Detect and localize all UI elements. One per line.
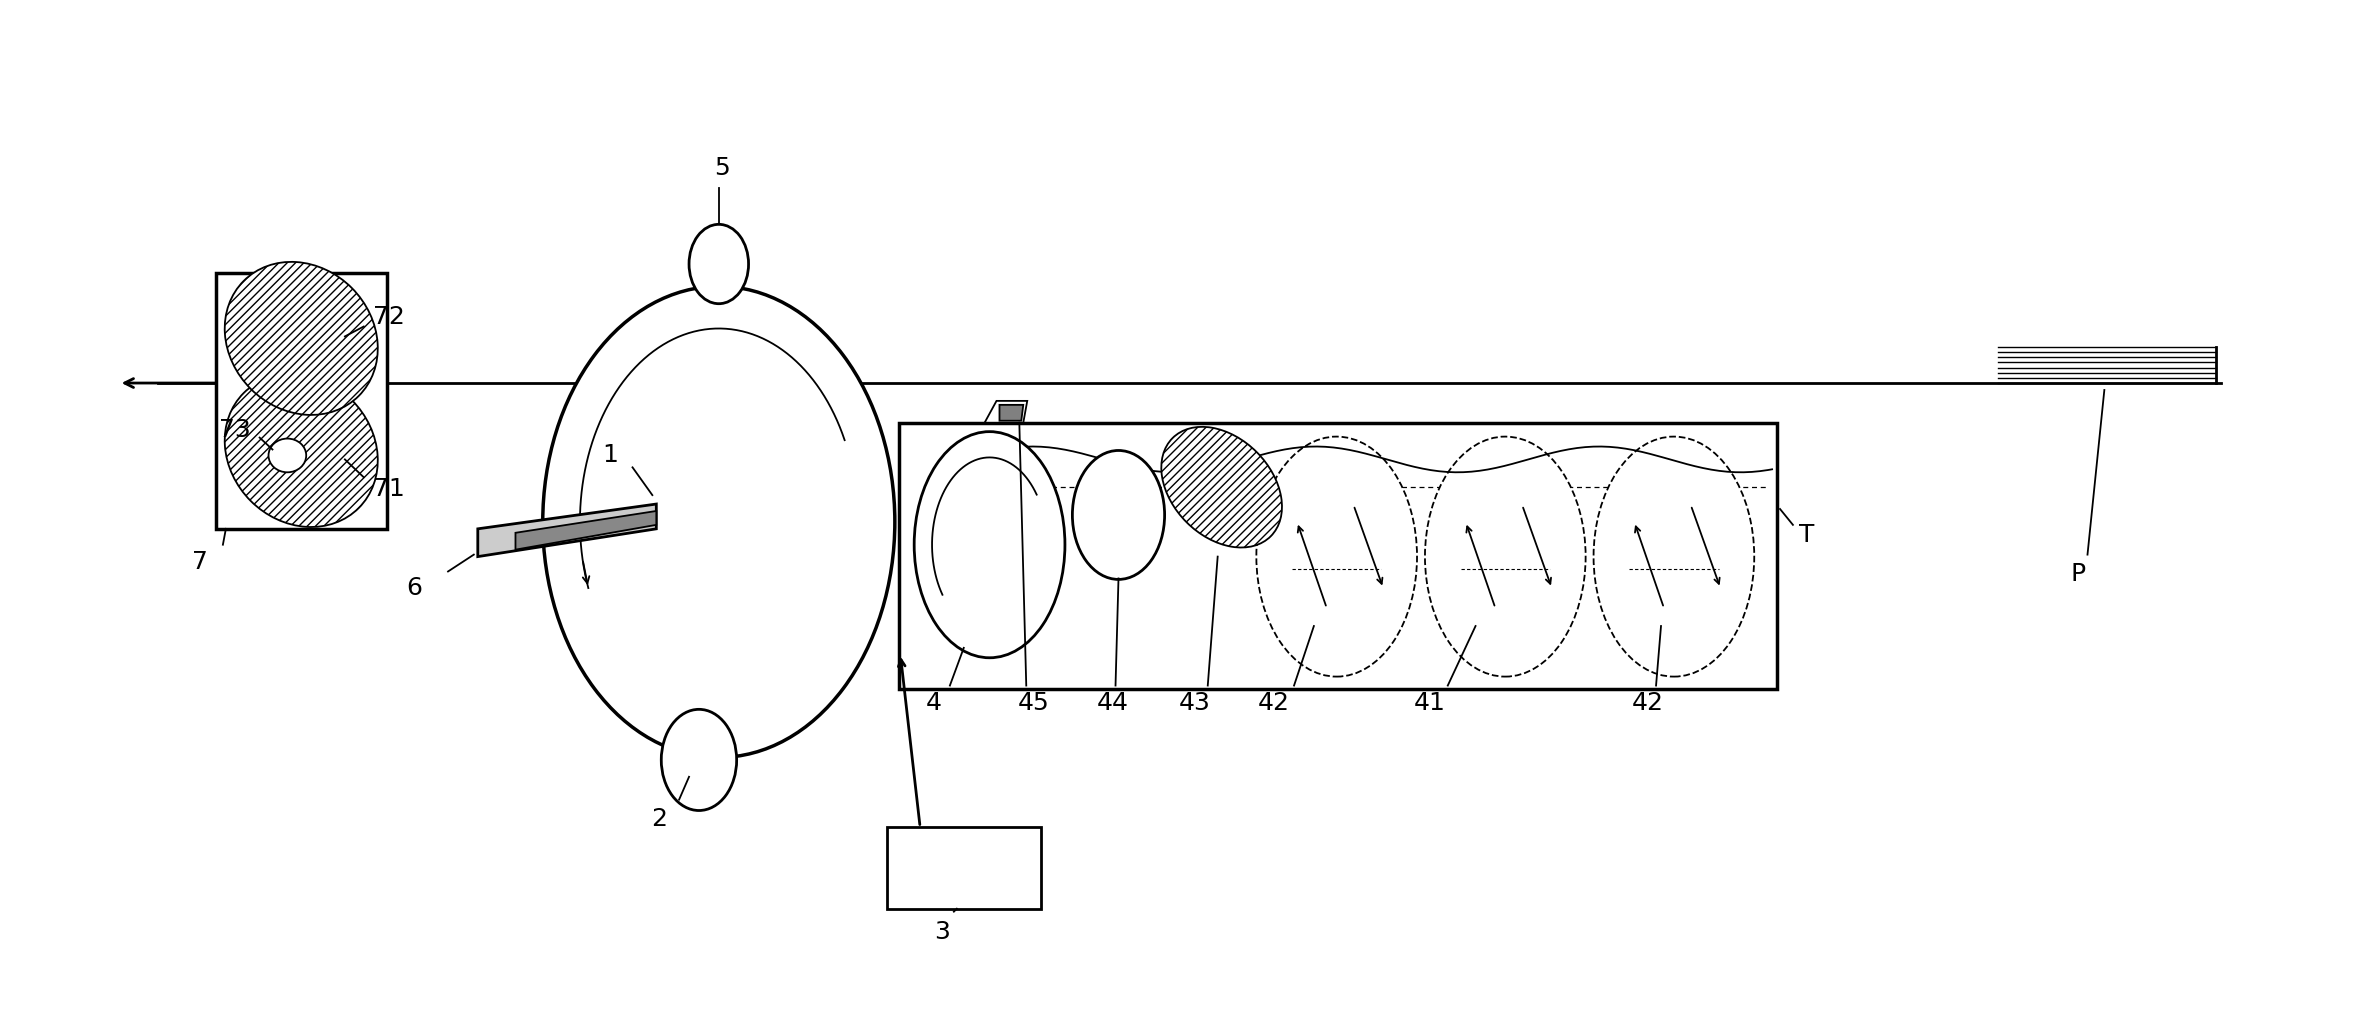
- Ellipse shape: [1593, 436, 1754, 676]
- Text: 7: 7: [193, 549, 207, 574]
- Text: P: P: [2069, 562, 2086, 587]
- Text: 42: 42: [1631, 692, 1664, 715]
- Ellipse shape: [688, 225, 750, 304]
- Ellipse shape: [542, 287, 896, 758]
- Text: 5: 5: [714, 156, 731, 180]
- Bar: [217, 273, 387, 529]
- Text: 6: 6: [405, 577, 422, 600]
- Text: 2: 2: [651, 807, 667, 832]
- Text: 3: 3: [933, 919, 950, 944]
- Text: 45: 45: [1018, 692, 1049, 715]
- Text: 73: 73: [219, 418, 250, 441]
- Text: 44: 44: [1096, 692, 1129, 715]
- Text: 42: 42: [1259, 692, 1289, 715]
- Bar: [900, 423, 1777, 689]
- Text: 71: 71: [372, 477, 405, 501]
- Ellipse shape: [662, 709, 738, 811]
- Ellipse shape: [915, 431, 1065, 658]
- Text: T: T: [1798, 523, 1815, 547]
- Ellipse shape: [269, 438, 306, 472]
- Bar: [886, 828, 1042, 909]
- Text: 72: 72: [372, 304, 405, 328]
- Polygon shape: [985, 401, 1028, 423]
- Ellipse shape: [224, 374, 377, 527]
- Polygon shape: [999, 405, 1023, 421]
- Text: 4: 4: [926, 692, 943, 715]
- Text: 1: 1: [601, 443, 618, 468]
- Ellipse shape: [1072, 451, 1164, 580]
- Polygon shape: [478, 504, 655, 556]
- Text: 43: 43: [1178, 692, 1211, 715]
- Ellipse shape: [224, 261, 377, 415]
- Polygon shape: [516, 511, 655, 549]
- Text: 41: 41: [1414, 692, 1445, 715]
- Ellipse shape: [1256, 436, 1417, 676]
- Ellipse shape: [1426, 436, 1586, 676]
- Ellipse shape: [1162, 427, 1282, 547]
